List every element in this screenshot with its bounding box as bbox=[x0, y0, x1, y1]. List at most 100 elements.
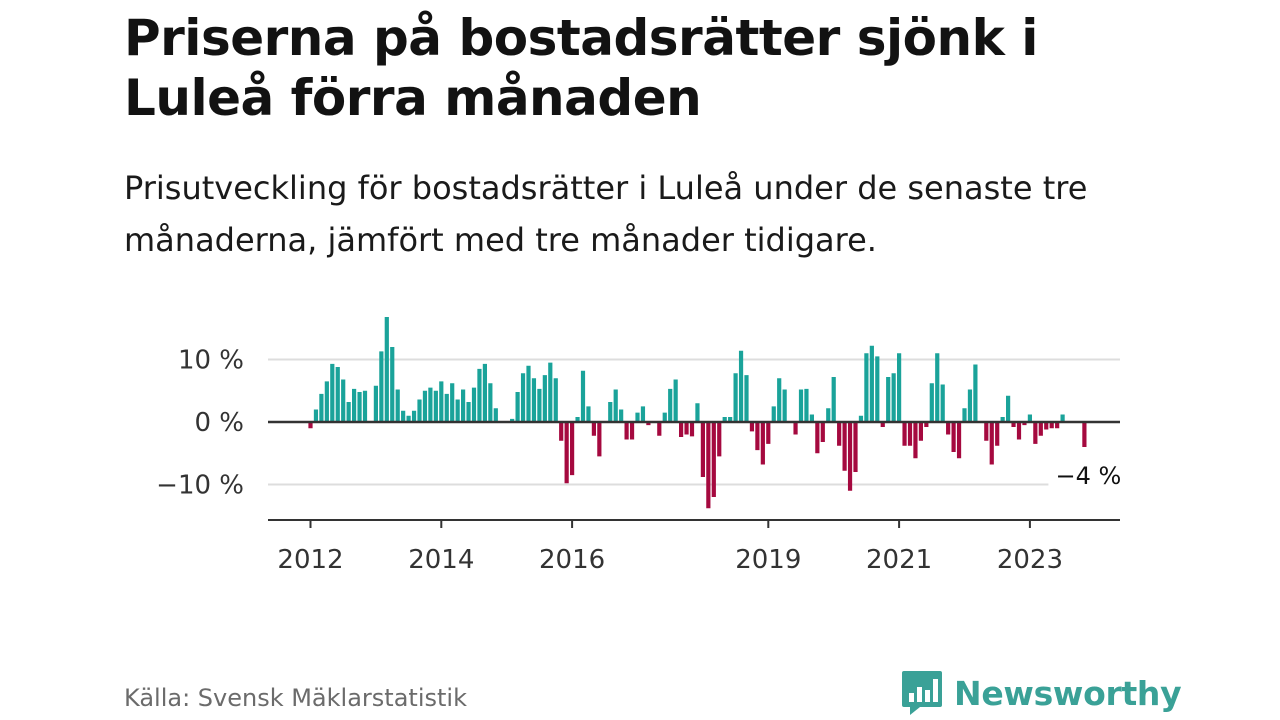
bar bbox=[362, 390, 368, 422]
source-note: Källa: Svensk Mäklarstatistik bbox=[124, 684, 467, 712]
bar bbox=[684, 422, 689, 435]
bar bbox=[875, 356, 880, 423]
bar bbox=[793, 422, 798, 435]
x-tick-label: 2023 bbox=[997, 545, 1063, 575]
bar bbox=[395, 389, 400, 422]
bar bbox=[858, 415, 864, 422]
bar bbox=[608, 402, 613, 422]
bar bbox=[967, 389, 973, 422]
bar bbox=[804, 388, 809, 423]
bar bbox=[886, 377, 891, 422]
bar bbox=[673, 379, 678, 422]
bar bbox=[346, 402, 351, 422]
bar bbox=[330, 363, 335, 423]
bar bbox=[373, 385, 378, 422]
bar bbox=[946, 422, 951, 435]
bar bbox=[1033, 422, 1038, 444]
bar bbox=[450, 383, 455, 422]
bar bbox=[826, 408, 831, 422]
bar bbox=[935, 353, 940, 422]
bar bbox=[624, 422, 629, 440]
bar bbox=[597, 422, 602, 457]
x-tick-label: 2016 bbox=[539, 545, 605, 575]
bar bbox=[406, 415, 411, 422]
bar bbox=[417, 399, 422, 422]
bar bbox=[1011, 422, 1016, 427]
bar bbox=[548, 362, 553, 423]
bar bbox=[444, 393, 449, 423]
x-tick-label: 2014 bbox=[408, 545, 474, 575]
bar bbox=[706, 422, 711, 509]
y-axis-labels: 10 % 0 % −10 % bbox=[156, 346, 244, 501]
bar bbox=[629, 422, 635, 440]
bar bbox=[973, 364, 978, 422]
bar bbox=[559, 422, 564, 441]
bar bbox=[466, 402, 471, 422]
page-title: Priserna på bostadsrätter sjönk i Luleå … bbox=[124, 9, 1038, 127]
bar bbox=[640, 406, 646, 423]
bar bbox=[1027, 414, 1032, 422]
bar bbox=[907, 422, 913, 446]
bar bbox=[439, 381, 444, 423]
newsworthy-logo-icon bbox=[902, 671, 942, 715]
bar bbox=[956, 422, 962, 459]
bar bbox=[324, 381, 329, 423]
bar bbox=[679, 422, 684, 437]
bar bbox=[433, 390, 438, 422]
bar bbox=[771, 406, 776, 423]
bar bbox=[951, 422, 956, 452]
bar bbox=[989, 422, 994, 465]
bar bbox=[1038, 422, 1043, 436]
bar bbox=[809, 414, 814, 422]
bar bbox=[619, 409, 624, 422]
bar bbox=[411, 410, 417, 422]
bar bbox=[591, 422, 596, 436]
bar bbox=[869, 345, 874, 422]
bar bbox=[482, 363, 487, 423]
bar bbox=[749, 422, 755, 432]
bar bbox=[1082, 422, 1087, 447]
bar bbox=[1044, 422, 1049, 430]
bar bbox=[352, 388, 357, 423]
bar bbox=[564, 422, 569, 484]
y-tick-label: −10 % bbox=[156, 471, 244, 501]
brand-logo: Newsworthy bbox=[900, 668, 1182, 718]
bar bbox=[689, 422, 695, 437]
last-value-label-bg bbox=[1048, 459, 1127, 491]
bar bbox=[722, 417, 727, 422]
bar bbox=[586, 406, 591, 423]
bar-chart: 10 % 0 % −10 % 2012 2014 2016 2019 2021 2023 −4… bbox=[156, 317, 1127, 575]
bar bbox=[880, 422, 885, 427]
bar bbox=[695, 403, 700, 422]
bar bbox=[401, 410, 406, 422]
bar bbox=[1049, 422, 1054, 429]
bar bbox=[744, 375, 749, 423]
page-subtitle: Prisutveckling för bostadsrätter i Luleå… bbox=[124, 169, 1088, 259]
bar bbox=[891, 373, 896, 422]
bar bbox=[662, 412, 667, 423]
bar bbox=[461, 389, 466, 422]
bar bbox=[646, 422, 651, 426]
bar bbox=[847, 422, 853, 491]
bar bbox=[738, 350, 744, 422]
bar bbox=[995, 422, 1000, 446]
bar bbox=[575, 417, 580, 422]
bar bbox=[777, 378, 782, 422]
bar bbox=[379, 351, 384, 423]
bar bbox=[902, 422, 907, 446]
bar bbox=[657, 422, 662, 436]
bar bbox=[918, 422, 923, 441]
bar bbox=[1055, 422, 1060, 429]
bar bbox=[782, 389, 787, 422]
bar bbox=[864, 353, 869, 422]
bar bbox=[319, 393, 324, 423]
chart-gridlines bbox=[268, 358, 1120, 486]
bar bbox=[929, 383, 934, 422]
bar bbox=[853, 422, 858, 472]
bar bbox=[493, 408, 498, 422]
chart-bars bbox=[308, 317, 1087, 509]
bar bbox=[837, 422, 842, 446]
bar bbox=[897, 353, 902, 422]
bar bbox=[515, 392, 520, 422]
bar bbox=[733, 373, 738, 422]
